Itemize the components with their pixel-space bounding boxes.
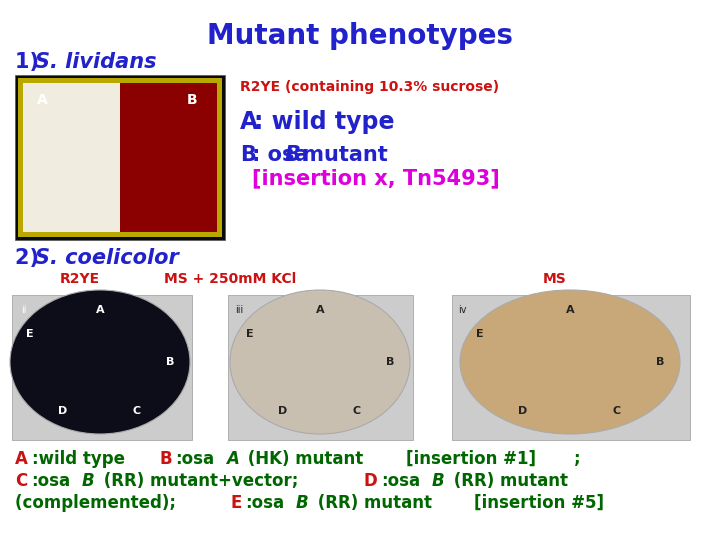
Text: D: D	[518, 406, 528, 416]
Text: B: B	[166, 357, 174, 367]
Text: E: E	[246, 329, 254, 339]
Ellipse shape	[10, 290, 190, 434]
Text: :osa: :osa	[31, 472, 70, 490]
Text: A: A	[96, 305, 104, 315]
Text: A: A	[315, 305, 324, 315]
Text: ii: ii	[21, 305, 27, 315]
Text: D: D	[279, 406, 287, 416]
Text: A: A	[15, 450, 28, 468]
FancyBboxPatch shape	[452, 295, 690, 440]
Text: D: D	[58, 406, 68, 416]
Text: (complemented);: (complemented);	[15, 494, 181, 512]
Text: B: B	[432, 472, 444, 490]
Text: : wild type: : wild type	[254, 110, 395, 134]
Text: [insertion #1]: [insertion #1]	[406, 450, 536, 468]
Text: E: E	[26, 329, 34, 339]
Text: E: E	[230, 494, 241, 512]
Text: (RR) mutant+vector;: (RR) mutant+vector;	[98, 472, 304, 490]
Ellipse shape	[230, 290, 410, 434]
Text: S. lividans: S. lividans	[35, 52, 156, 72]
Text: B: B	[386, 357, 394, 367]
Text: B: B	[187, 93, 197, 107]
FancyBboxPatch shape	[12, 295, 192, 440]
FancyBboxPatch shape	[228, 295, 413, 440]
Text: B: B	[240, 145, 256, 165]
Text: B: B	[285, 145, 301, 165]
Text: :wild type: :wild type	[32, 450, 130, 468]
Text: 1): 1)	[15, 52, 46, 72]
Text: R2YE: R2YE	[60, 272, 100, 286]
Text: B: B	[295, 494, 308, 512]
Text: :osa: :osa	[176, 450, 215, 468]
Text: B: B	[656, 357, 664, 367]
Text: :osa: :osa	[245, 494, 284, 512]
Text: A: A	[240, 110, 258, 134]
FancyBboxPatch shape	[15, 75, 225, 240]
Text: A: A	[566, 305, 575, 315]
Text: 2): 2)	[15, 248, 46, 268]
Text: A: A	[37, 93, 48, 107]
Text: D: D	[364, 472, 377, 490]
Text: R2YE (containing 10.3% sucrose): R2YE (containing 10.3% sucrose)	[240, 80, 499, 94]
Text: iv: iv	[458, 305, 467, 315]
Text: Mutant phenotypes: Mutant phenotypes	[207, 22, 513, 50]
FancyBboxPatch shape	[23, 83, 120, 232]
Text: MS: MS	[543, 272, 567, 286]
Text: C: C	[133, 406, 141, 416]
Text: ;: ;	[574, 450, 580, 468]
FancyBboxPatch shape	[120, 83, 217, 232]
Text: MS + 250mM KCl: MS + 250mM KCl	[164, 272, 296, 286]
Text: A: A	[226, 450, 239, 468]
Text: B: B	[159, 450, 171, 468]
Text: C: C	[613, 406, 621, 416]
Text: C: C	[15, 472, 27, 490]
Text: B: B	[81, 472, 94, 490]
Text: [insertion #5]: [insertion #5]	[474, 494, 604, 512]
Text: : osa: : osa	[252, 145, 308, 165]
Text: C: C	[353, 406, 361, 416]
Text: mutant: mutant	[295, 145, 395, 165]
Text: (RR) mutant: (RR) mutant	[312, 494, 437, 512]
Text: (HK) mutant: (HK) mutant	[243, 450, 369, 468]
Text: S. coelicolor: S. coelicolor	[35, 248, 179, 268]
Text: iii: iii	[235, 305, 243, 315]
Text: [insertion x, Tn5493]: [insertion x, Tn5493]	[252, 168, 500, 188]
Text: E: E	[476, 329, 484, 339]
Ellipse shape	[460, 290, 680, 434]
FancyBboxPatch shape	[18, 78, 222, 237]
Text: :osa: :osa	[382, 472, 420, 490]
Text: (RR) mutant: (RR) mutant	[448, 472, 568, 490]
